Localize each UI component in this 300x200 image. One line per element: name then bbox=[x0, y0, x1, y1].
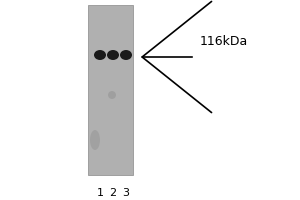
Ellipse shape bbox=[108, 91, 116, 99]
Text: 2: 2 bbox=[110, 188, 117, 198]
Text: 116kDa: 116kDa bbox=[200, 35, 248, 48]
Text: 3: 3 bbox=[122, 188, 130, 198]
Bar bbox=[88, 5, 133, 175]
Ellipse shape bbox=[120, 50, 132, 60]
Ellipse shape bbox=[94, 50, 106, 60]
Ellipse shape bbox=[90, 130, 100, 150]
Text: 1: 1 bbox=[97, 188, 104, 198]
Ellipse shape bbox=[107, 50, 119, 60]
